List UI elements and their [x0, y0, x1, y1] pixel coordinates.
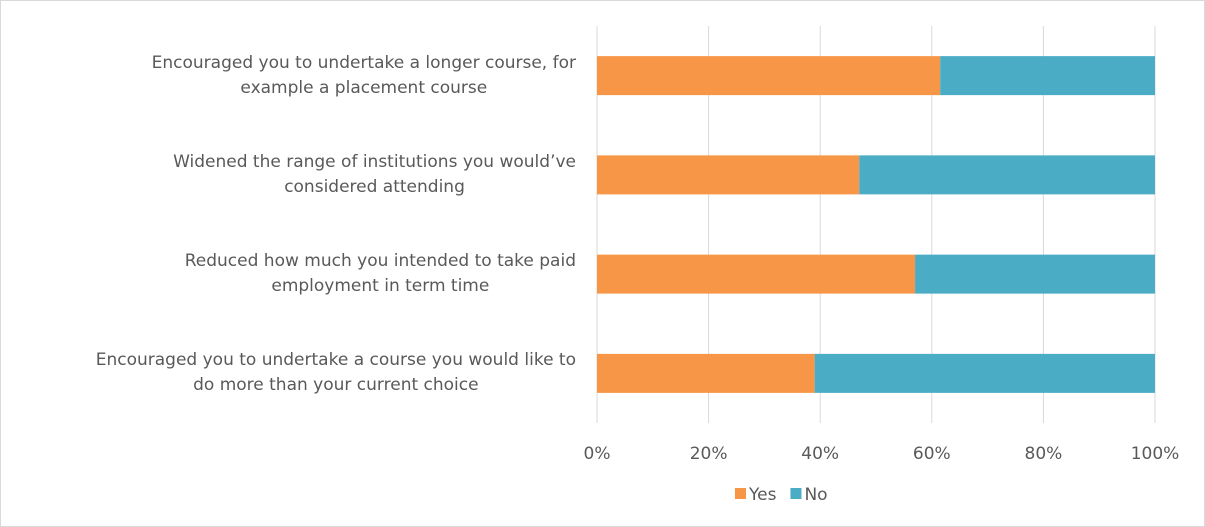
x-tick-label: 20% — [690, 444, 728, 464]
legend-swatch — [735, 488, 746, 499]
category-label: Encouraged you to undertake a longer cou… — [151, 52, 576, 98]
bar-segment — [597, 353, 815, 393]
x-tick-label: 100% — [1131, 444, 1180, 464]
bar-segment — [940, 56, 1155, 96]
bar-segment — [597, 155, 860, 195]
bar-segment — [597, 254, 916, 294]
x-tick-label: 40% — [801, 444, 839, 464]
legend-label: Yes — [748, 485, 777, 505]
bar-segment — [859, 155, 1155, 195]
legend-label: No — [804, 485, 827, 505]
x-tick-label: 80% — [1025, 444, 1063, 464]
category-label: Encouraged you to undertake a course you… — [95, 350, 576, 396]
bar-segment — [814, 353, 1155, 393]
category-label: Reduced how much you intended to take pa… — [184, 251, 576, 297]
bar-segment — [915, 254, 1155, 294]
x-tick-label: 60% — [913, 444, 951, 464]
bar-segment — [597, 56, 941, 96]
x-tick-label: 0% — [584, 444, 611, 464]
category-label: Widened the range of institutions you wo… — [173, 151, 576, 197]
legend-swatch — [790, 488, 802, 499]
